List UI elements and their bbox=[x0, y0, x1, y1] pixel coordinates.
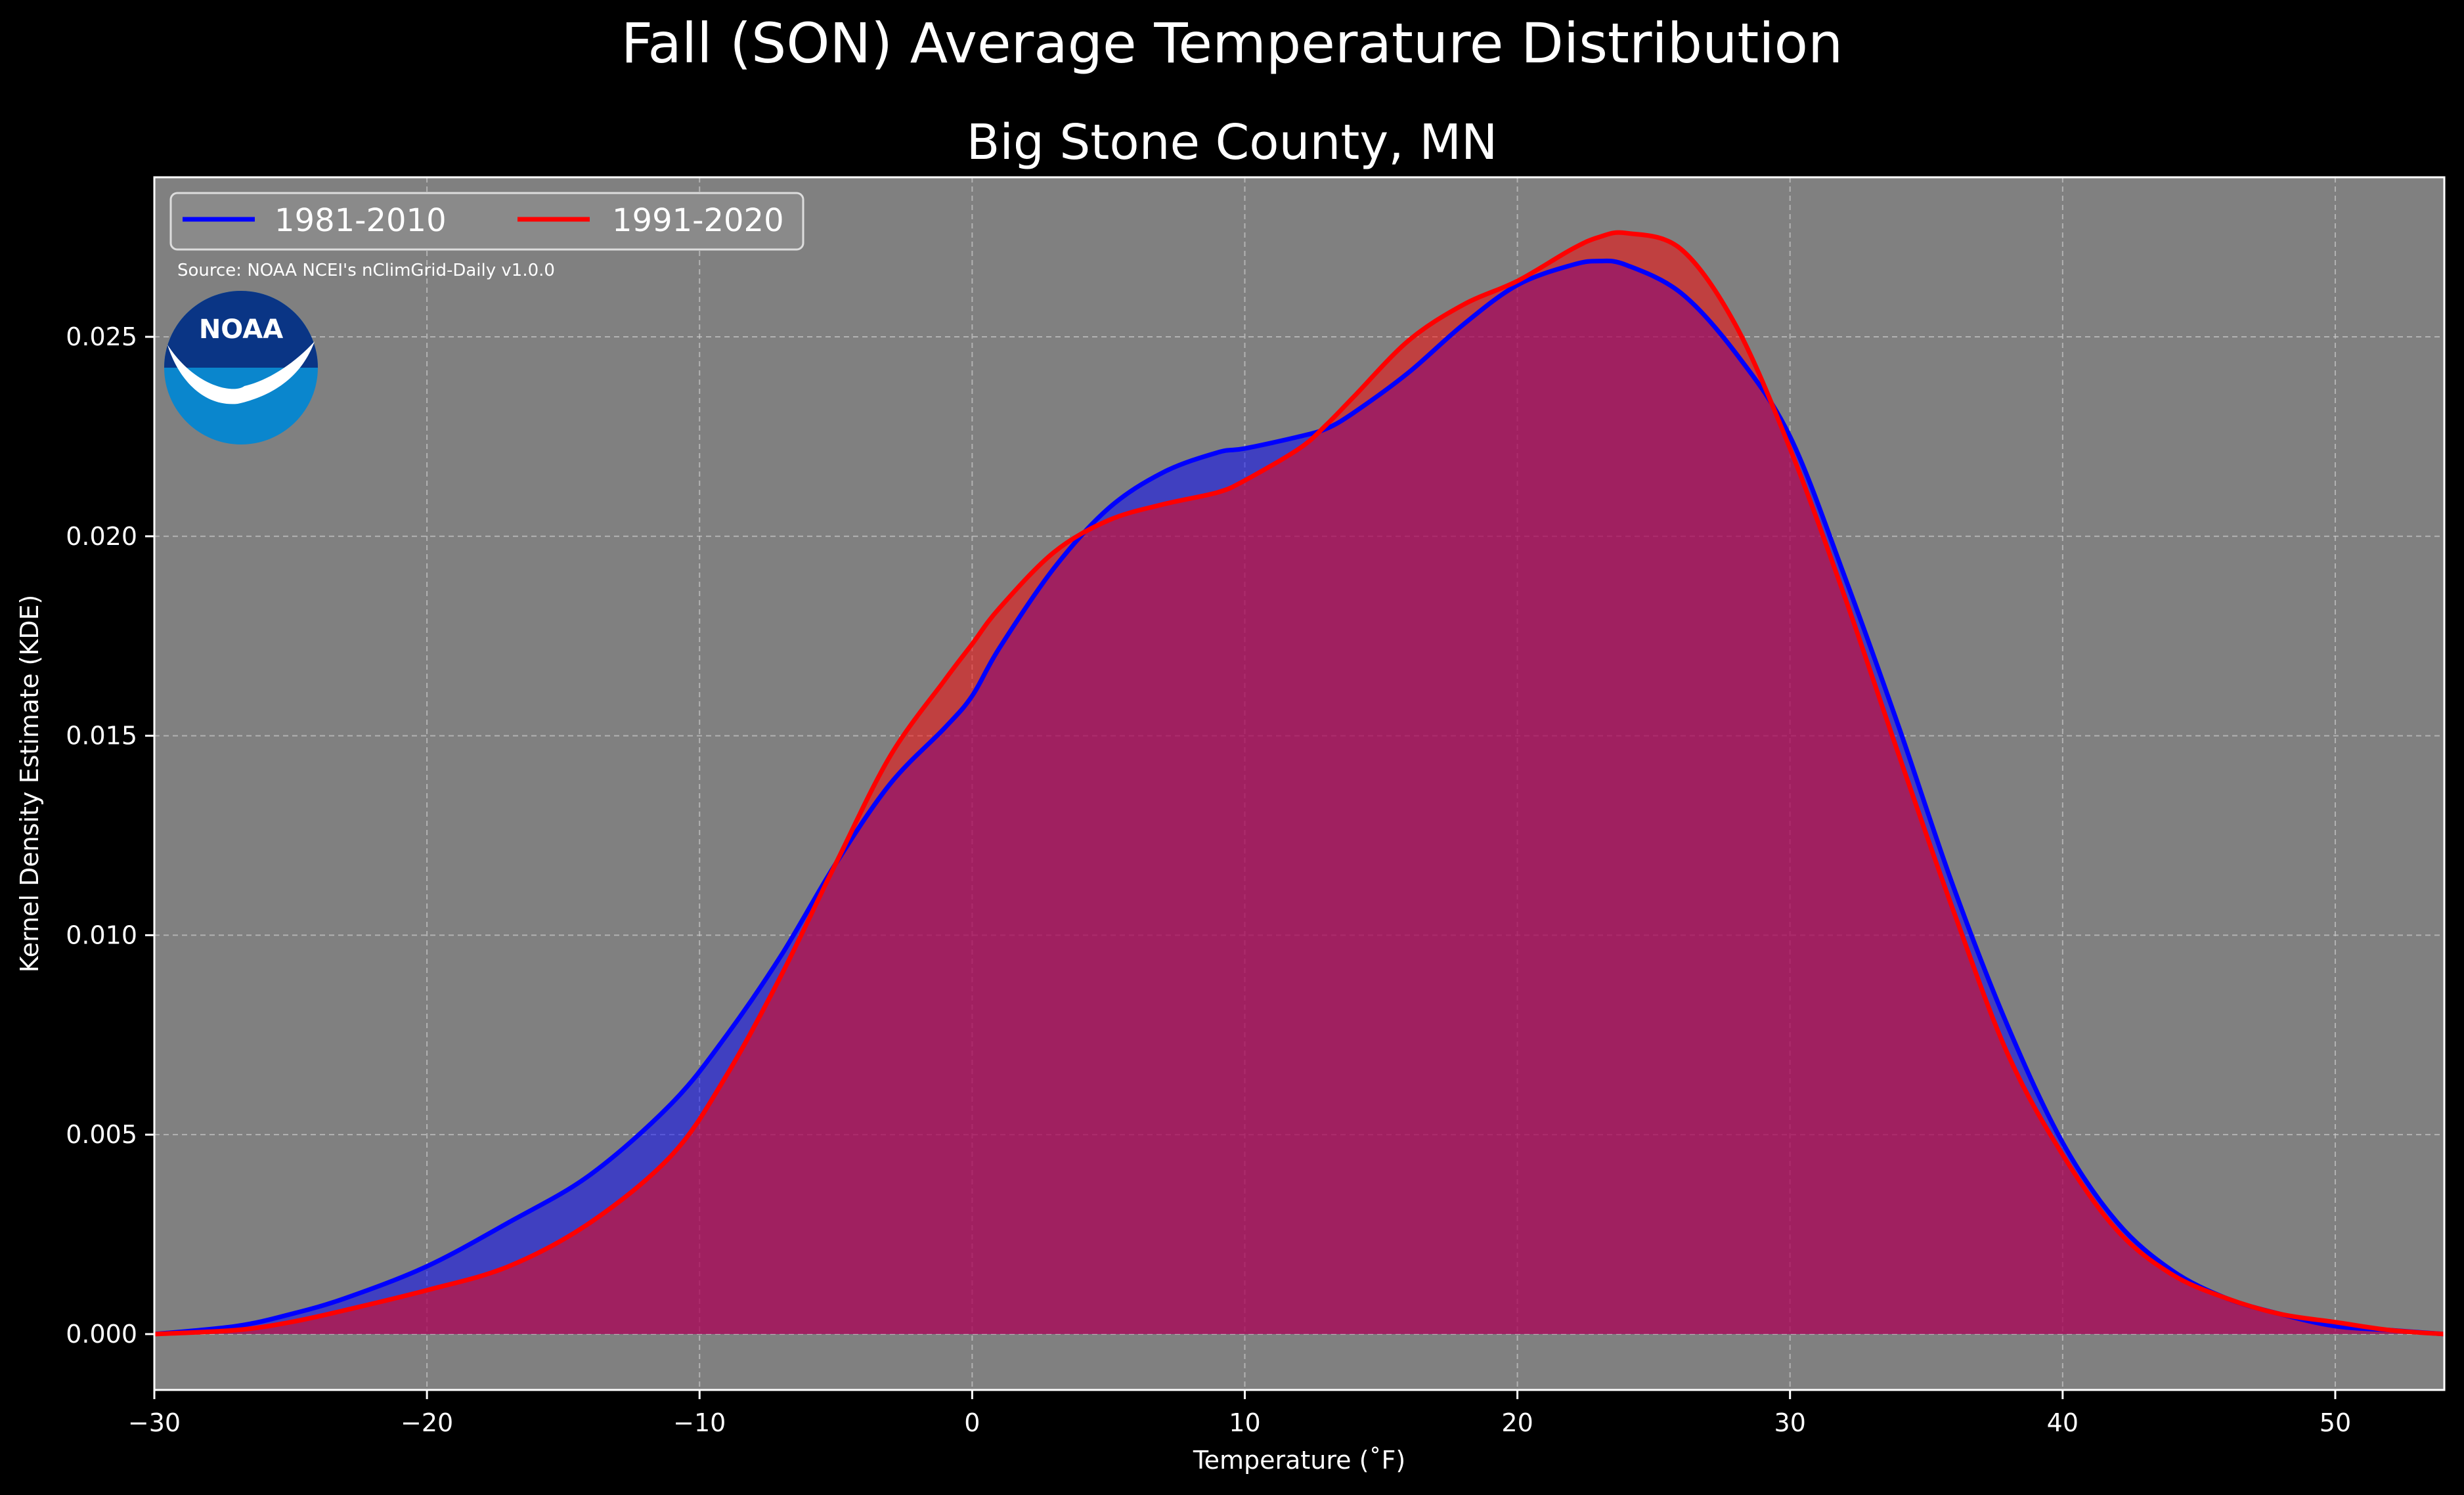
source-annotation: Source: NOAA NCEI's nClimGrid-Daily v1.0… bbox=[177, 261, 555, 280]
x-axis-label: Temperature (˚F) bbox=[1193, 1446, 1405, 1475]
logo-gull bbox=[167, 341, 315, 404]
chart-title: Big Stone County, MN bbox=[966, 114, 1498, 171]
x-tick-label: 30 bbox=[1774, 1408, 1806, 1437]
y-tick-label: 0.015 bbox=[66, 722, 137, 750]
legend-label-2: 1991-2020 bbox=[612, 202, 784, 239]
x-tick-label: 20 bbox=[1501, 1408, 1533, 1437]
series-fills bbox=[154, 232, 2444, 1334]
x-tick-label: 0 bbox=[964, 1408, 980, 1437]
series-lines bbox=[154, 230, 2445, 1337]
y-tick-label: 0.010 bbox=[66, 921, 137, 949]
noaa-logo-icon: NOAA bbox=[164, 291, 318, 444]
series-line-2 bbox=[154, 230, 2445, 1337]
logo-top bbox=[164, 291, 318, 368]
x-tick-label: −20 bbox=[401, 1408, 453, 1437]
legend-label-1: 1981-2010 bbox=[275, 202, 447, 239]
series-fill-2 bbox=[154, 232, 2444, 1334]
y-tick-label: 0.005 bbox=[66, 1120, 137, 1149]
legend: 1981-2010 1991-2020 bbox=[169, 192, 804, 251]
x-tick-label: −10 bbox=[673, 1408, 726, 1437]
y-tick-label: 0.000 bbox=[66, 1320, 137, 1349]
y-tick-label: 0.020 bbox=[66, 522, 137, 551]
x-tick-label: 50 bbox=[2320, 1408, 2351, 1437]
x-axis: −30 −20 −10 0 10 20 30 40 50 bbox=[128, 1390, 2351, 1437]
y-tick-label: 0.025 bbox=[66, 322, 137, 351]
x-tick-label: 40 bbox=[2047, 1408, 2079, 1437]
axes-frame bbox=[153, 176, 2446, 1391]
y-axis-label: Kernel Density Estimate (KDE) bbox=[15, 595, 44, 973]
x-tick-label: −30 bbox=[128, 1408, 181, 1437]
legend-box bbox=[169, 192, 804, 251]
logo-text: NOAA bbox=[199, 314, 283, 345]
x-tick-label: 10 bbox=[1229, 1408, 1260, 1437]
series-line-1 bbox=[154, 258, 2445, 1337]
y-axis: 0.000 0.005 0.010 0.015 0.020 0.025 bbox=[66, 322, 154, 1349]
figure-suptitle: Fall (SON) Average Temperature Distribut… bbox=[621, 11, 1843, 76]
